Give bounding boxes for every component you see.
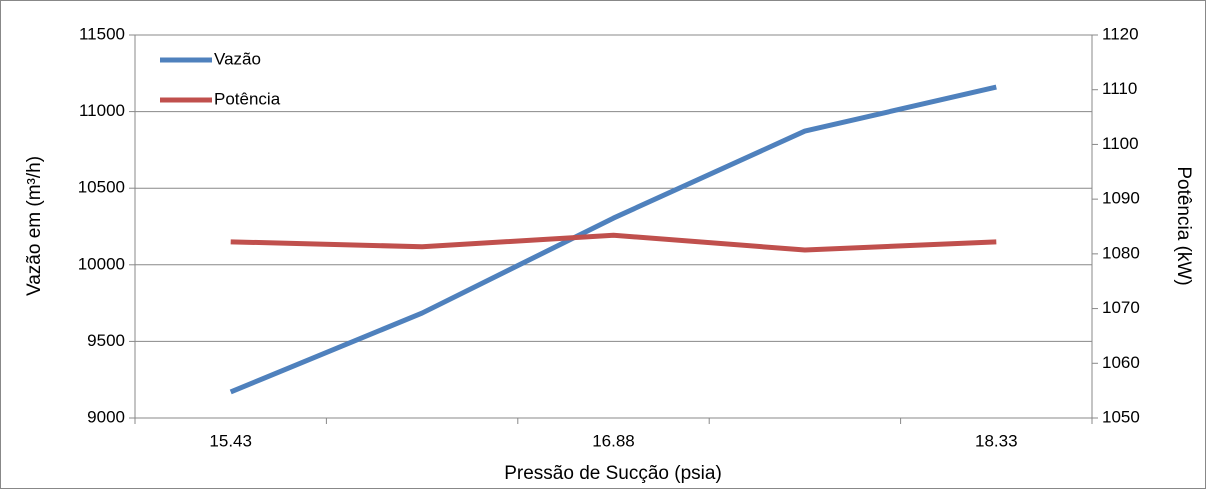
y2-tick-label: 1120 <box>1102 24 1139 43</box>
y2-tick-label: 1060 <box>1102 353 1140 372</box>
y2-tick-label: 1080 <box>1102 243 1140 262</box>
series-line <box>229 84 997 395</box>
series-line <box>230 232 997 253</box>
y2-axis-label: Potência (kW) <box>1173 166 1194 285</box>
legend-label: Potência <box>214 89 281 108</box>
y-tick-label: 11000 <box>79 101 125 120</box>
y-axis-label: Vazão em (m³/h) <box>24 156 45 296</box>
y-tick-label: 9500 <box>87 331 125 350</box>
y-tick-label: 9000 <box>87 407 125 426</box>
y-tick-label: 11500 <box>79 24 125 43</box>
y2-tick-label: 1090 <box>1102 189 1140 208</box>
y2-tick-label: 1070 <box>1102 298 1140 317</box>
x-tick-label: 18.33 <box>975 431 1018 450</box>
legend-label: Vazão <box>214 49 261 68</box>
x-axis-label: Pressão de Sucção (psia) <box>504 463 722 484</box>
y2-tick-label: 1050 <box>1102 407 1140 426</box>
y2-tick-label: 1100 <box>1102 134 1139 153</box>
y-tick-label: 10000 <box>78 254 125 273</box>
x-tick-label: 15.43 <box>209 431 252 450</box>
y2-tick-label: 1110 <box>1102 79 1137 98</box>
y-tick-label: 10500 <box>78 178 125 197</box>
x-tick-label: 16.88 <box>592 431 635 450</box>
